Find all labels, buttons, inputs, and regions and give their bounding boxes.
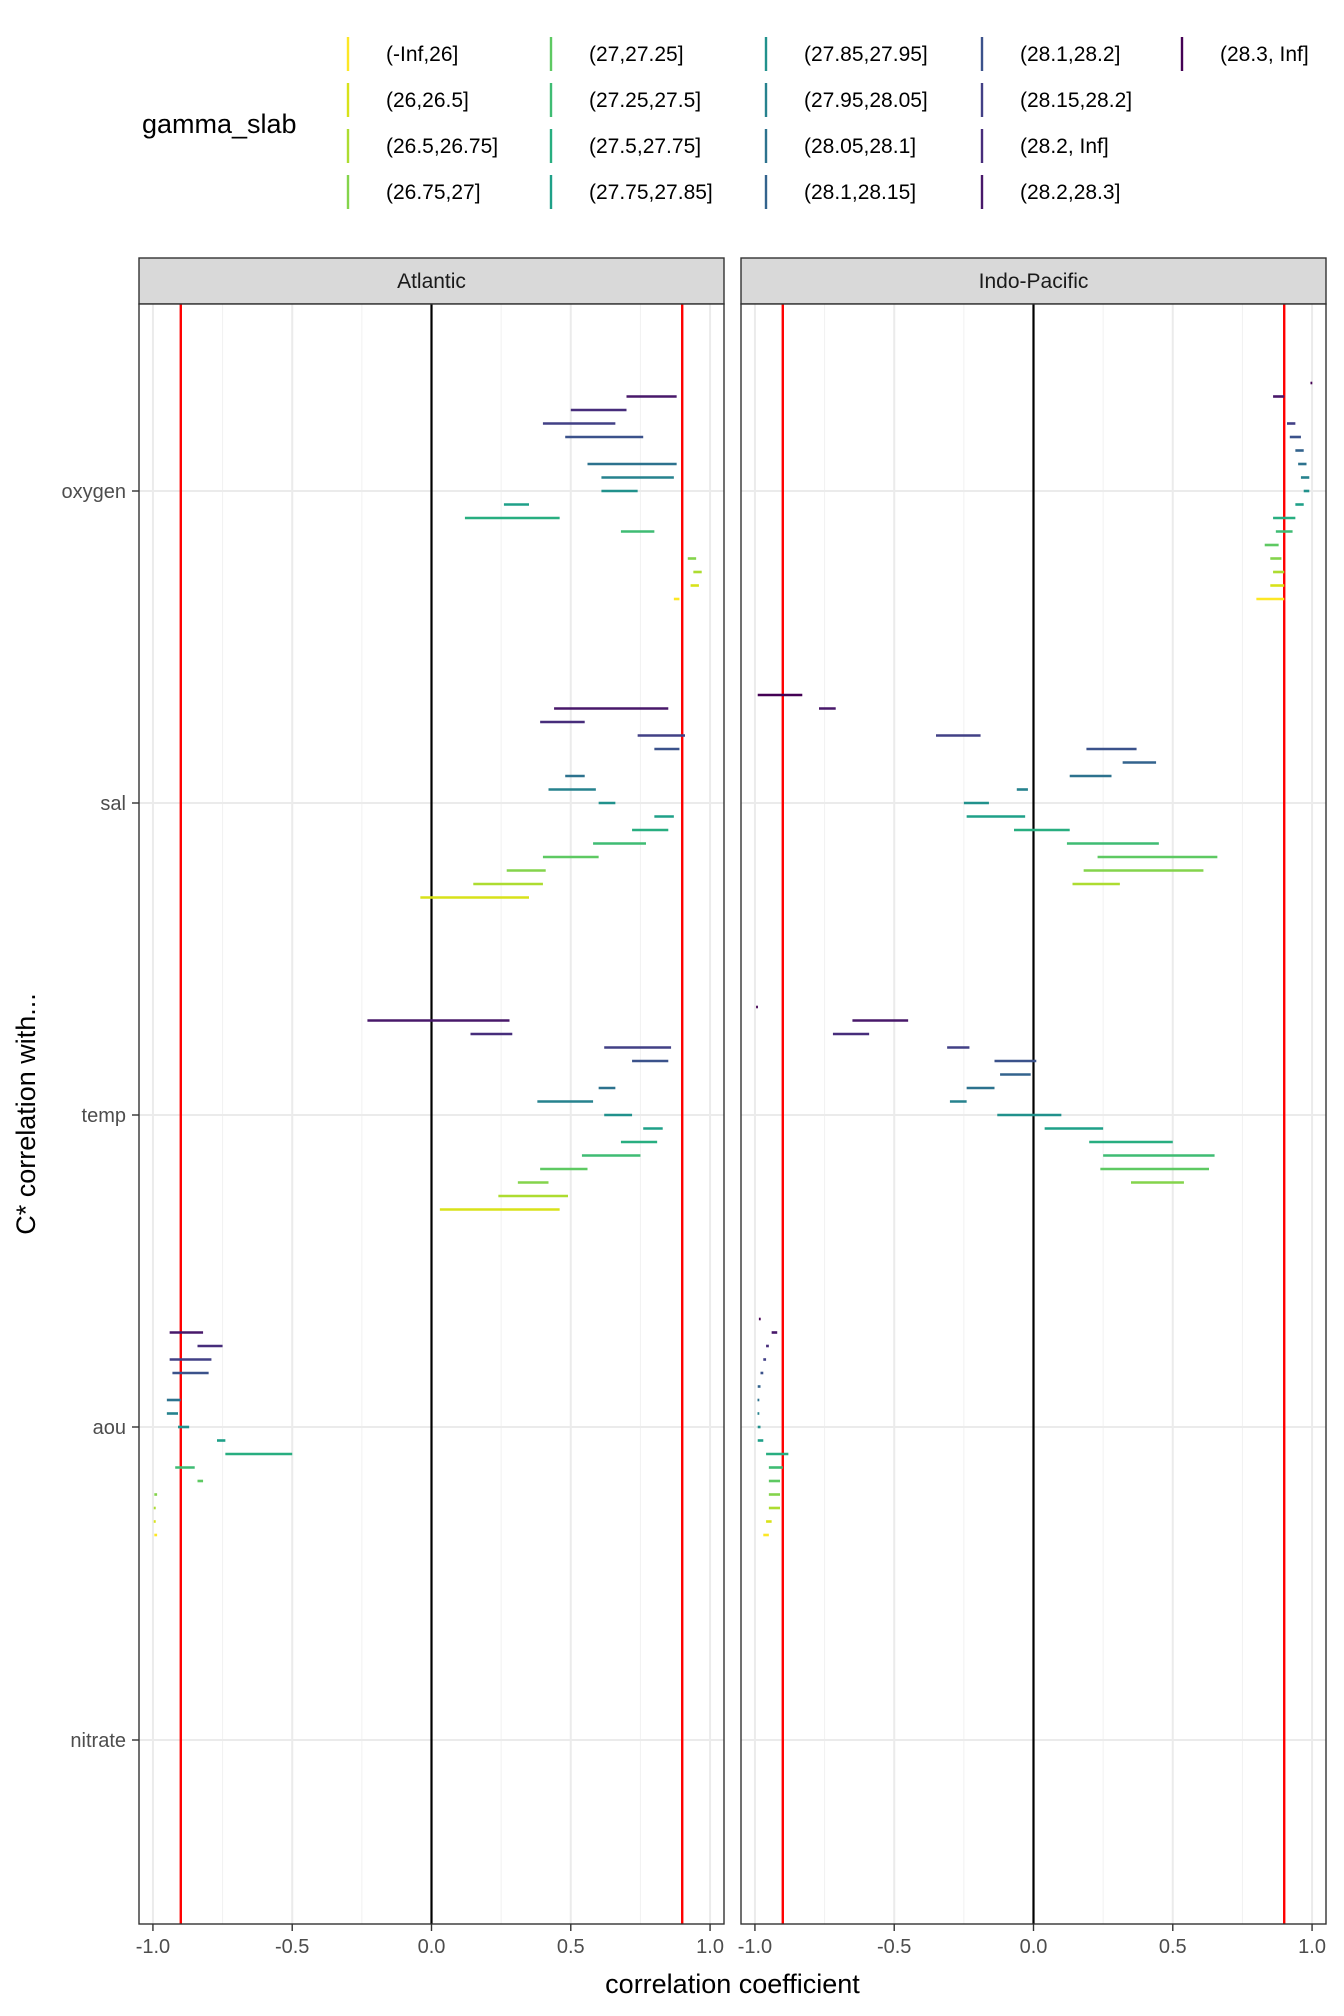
legend-label-6: (27.5,27.75] bbox=[589, 135, 701, 158]
x-tick-label: 0.5 bbox=[1159, 1936, 1187, 1958]
x-tick-label: 1.0 bbox=[1298, 1936, 1326, 1958]
y-tick-label-aou: aou bbox=[93, 1417, 126, 1439]
x-tick-label: 0.0 bbox=[418, 1936, 446, 1958]
legend-label-4: (27,27.25] bbox=[589, 43, 684, 66]
panel-indo-pacific: Indo-Pacific -1.0 -0.5 0.0 0.5 1.0 bbox=[738, 257, 1327, 1958]
x-tick-label: 0.0 bbox=[1020, 1936, 1048, 1958]
legend-label-11: (28.1,28.15] bbox=[804, 181, 916, 204]
legend-entries: (-Inf,26] (26,26.5] (26.5,26.75] (26.75,27]… bbox=[346, 37, 1309, 209]
panels: Atlantic -1.0 -0.5 0.0 0.5 1.0 Indo-Pacific -1.… bbox=[136, 257, 1327, 1958]
strip-1 bbox=[740, 257, 1327, 305]
legend-label-9: (27.95,28.05] bbox=[804, 89, 928, 112]
legend-label-5: (27.25,27.5] bbox=[589, 89, 701, 112]
legend-title: gamma_slab bbox=[142, 109, 297, 139]
legend-label-7: (27.75,27.85] bbox=[589, 181, 713, 204]
legend-label-1: (26,26.5] bbox=[386, 89, 469, 112]
legend-label-0: (-Inf,26] bbox=[386, 43, 458, 66]
legend-label-10: (28.05,28.1] bbox=[804, 135, 916, 158]
y-tick-label-sal: sal bbox=[100, 793, 126, 815]
legend-label-8: (27.85,27.95] bbox=[804, 43, 928, 66]
legend-label-12: (28.1,28.2] bbox=[1020, 43, 1120, 66]
x-tick-label: -0.5 bbox=[877, 1936, 911, 1958]
strip-label-1: Indo-Pacific bbox=[979, 270, 1089, 293]
panel-atlantic: Atlantic -1.0 -0.5 0.0 0.5 1.0 bbox=[136, 257, 725, 1958]
y-axis-title: C* correlation with... bbox=[11, 993, 41, 1235]
x-tick-label: -1.0 bbox=[136, 1936, 170, 1958]
legend-label-16: (28.3, Inf] bbox=[1220, 43, 1309, 66]
legend-label-3: (26.75,27] bbox=[386, 181, 481, 204]
x-tick-label: 0.5 bbox=[557, 1936, 585, 1958]
x-tick-label: -0.5 bbox=[275, 1936, 309, 1958]
legend-label-15: (28.2,28.3] bbox=[1020, 181, 1120, 204]
legend-label-14: (28.2, Inf] bbox=[1020, 135, 1109, 158]
legend-label-2: (26.5,26.75] bbox=[386, 135, 498, 158]
y-axis: oxygen sal temp aou nitrate bbox=[62, 481, 139, 1752]
legend-label-13: (28.15,28.2] bbox=[1020, 89, 1132, 112]
strip-label-0: Atlantic bbox=[397, 270, 466, 293]
y-tick-label-nitrate: nitrate bbox=[70, 1730, 126, 1752]
y-tick-label-oxygen: oxygen bbox=[62, 481, 127, 503]
y-tick-label-temp: temp bbox=[82, 1105, 126, 1127]
legend: gamma_slab (-Inf,26] (26,26.5] (26.5,26.75… bbox=[142, 37, 1309, 209]
x-tick-label: 1.0 bbox=[696, 1936, 724, 1958]
x-tick-label: -1.0 bbox=[738, 1936, 772, 1958]
strip-0 bbox=[138, 257, 725, 305]
x-axis-title: correlation coefficient bbox=[605, 1969, 860, 1999]
